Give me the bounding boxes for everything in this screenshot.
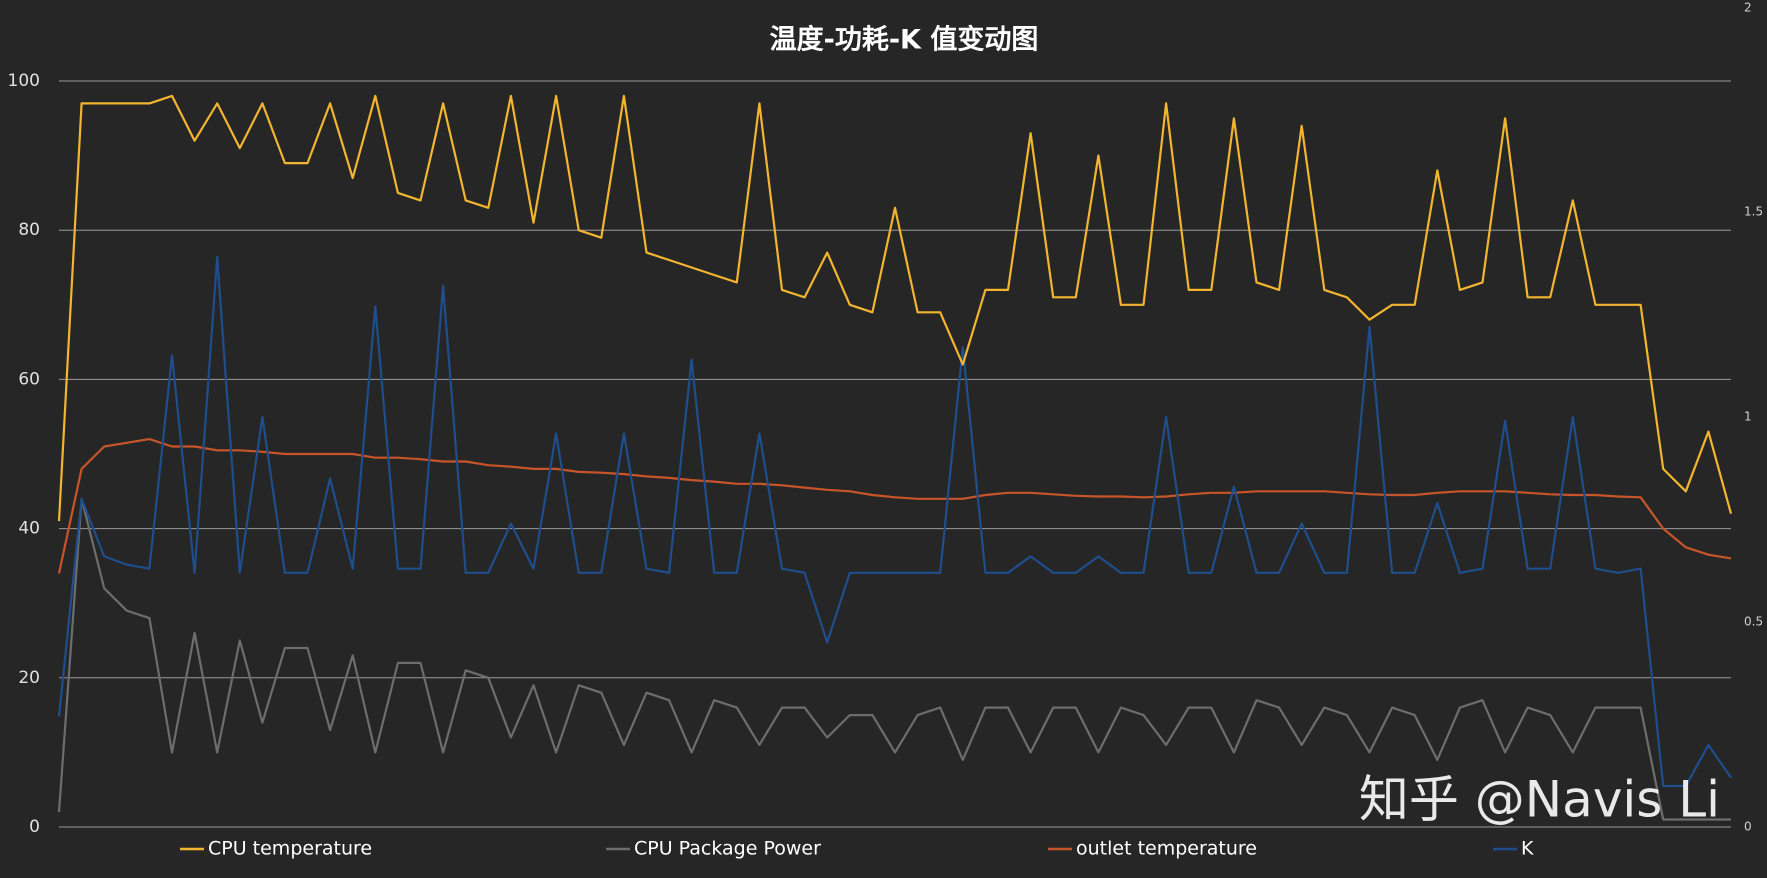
y-tick-label: 80 (18, 220, 40, 240)
legend-label: CPU temperature (208, 838, 372, 860)
legend-label: CPU Package Power (634, 838, 821, 860)
y-tick-label: 60 (18, 369, 40, 389)
y2-tick-label: 1.5 (1744, 205, 1763, 219)
y2-tick-label: 1 (1744, 410, 1752, 424)
y-tick-label: 0 (29, 817, 40, 837)
y-tick-label: 100 (8, 71, 40, 91)
y2-tick-label: 0.5 (1744, 615, 1763, 629)
series-line (57, 497, 1731, 821)
chart-title: 温度-功耗-K 值变动图 (770, 24, 1039, 56)
watermark: 知乎 @Navis Li (1359, 771, 1720, 829)
series-line (57, 94, 1733, 522)
y-tick-label: 20 (18, 668, 40, 688)
legend-label: K (1521, 838, 1534, 860)
y2-tick-label: 0 (1744, 820, 1752, 834)
y2-tick-label: 2 (1744, 1, 1752, 15)
legend-label: outlet temperature (1076, 838, 1257, 860)
series-line (57, 256, 1732, 788)
y-tick-label: 40 (18, 519, 40, 539)
series-line (57, 438, 1732, 574)
